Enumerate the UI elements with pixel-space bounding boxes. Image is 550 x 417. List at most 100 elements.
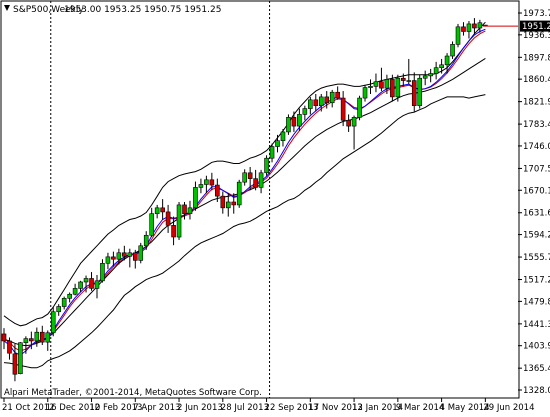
candle-body <box>466 23 472 32</box>
candle-body <box>116 252 122 260</box>
candle-body <box>143 234 149 247</box>
moving-average-fast-line <box>3 28 486 356</box>
candle-body <box>72 288 78 295</box>
x-tick-label: 12 Jan 2014 <box>352 403 403 412</box>
candle-body <box>461 26 466 32</box>
candle-body <box>18 342 23 374</box>
current-price-tag-bg <box>520 20 550 32</box>
candle-body <box>324 96 330 104</box>
candles <box>1 18 518 382</box>
candle-body <box>329 91 335 104</box>
candle-body <box>247 172 253 179</box>
moving-averages <box>3 28 486 356</box>
symbol-triangle-icon <box>4 5 10 11</box>
candle-body <box>50 311 56 334</box>
y-tick-label: 1365.40 <box>523 364 550 374</box>
x-tick-label: 16 Dec 2012 <box>46 403 100 412</box>
candle-body <box>56 306 62 313</box>
candle-body <box>204 179 209 185</box>
candle-body <box>231 201 237 206</box>
candle-body <box>390 79 395 98</box>
candle-body <box>313 99 319 106</box>
candle-body <box>34 331 40 342</box>
candle-body <box>297 114 302 127</box>
candle-body <box>198 184 204 188</box>
candle-body <box>450 44 455 57</box>
candle-body <box>1 333 7 342</box>
candle-body <box>242 172 247 183</box>
candle-body <box>439 64 444 69</box>
candle-body <box>428 73 433 77</box>
upper-band-line <box>3 21 486 327</box>
candle-body <box>193 187 198 209</box>
candle-body <box>253 178 258 188</box>
y-tick-label: 1746.00 <box>523 142 550 152</box>
y-tick-label: 1707.50 <box>523 164 550 174</box>
y-tick-label: 1328.00 <box>523 386 550 396</box>
candle-body <box>61 298 67 307</box>
candle-body <box>160 207 165 213</box>
candle-body <box>171 225 176 238</box>
candle-body <box>165 211 171 226</box>
candle-body <box>45 332 51 343</box>
candle-body <box>182 204 187 214</box>
candle-body <box>368 86 373 88</box>
y-tick-label: 1594.20 <box>523 231 550 241</box>
candle-body <box>291 117 297 127</box>
candle-body <box>105 256 111 264</box>
candle-body <box>395 77 401 98</box>
y-tick-label: 1479.80 <box>523 297 550 307</box>
candle-body <box>225 201 231 209</box>
y-axis: 1973.70 1936.30 1897.80 1860.40 1821.90 1783.… <box>518 9 550 396</box>
current-price-tag: 1951.25 <box>520 20 550 32</box>
candle-body <box>29 338 34 342</box>
candle-body <box>89 278 94 289</box>
x-tick-label: 28 Jul 2013 <box>221 403 269 412</box>
candle-body <box>83 278 89 283</box>
x-tick-label: 9 Mar 2014 <box>396 403 444 412</box>
candle-body <box>111 256 116 260</box>
symbol-label: S&P500,Weekly <box>13 5 84 15</box>
candle-body <box>379 81 384 89</box>
plot-area <box>0 0 520 399</box>
candle-body <box>138 245 144 261</box>
candle-body <box>433 67 439 74</box>
candle-body <box>318 96 324 106</box>
candle-body <box>67 293 72 299</box>
y-tick-label: 1936.30 <box>523 31 550 41</box>
candle-body <box>357 97 362 118</box>
candle-body <box>401 77 406 81</box>
candle-body <box>176 204 182 238</box>
candle-body <box>149 213 154 236</box>
candle-body <box>100 263 105 282</box>
candle-body <box>209 179 215 186</box>
candle-body <box>422 75 428 79</box>
candle-body <box>280 131 286 141</box>
candle-body <box>406 80 412 82</box>
candle-body <box>340 97 346 121</box>
x-tick-label: 22 Sep 2013 <box>265 403 319 412</box>
candle-body <box>127 252 133 257</box>
candle-body <box>351 117 357 127</box>
candle-body <box>362 87 368 99</box>
candle-body <box>78 281 83 289</box>
y-tick-label: 1783.40 <box>523 120 550 130</box>
candle-body <box>132 252 138 261</box>
candle-body <box>220 195 226 209</box>
x-tick-label: 4 May 2014 <box>440 403 490 412</box>
candle-body <box>472 23 477 29</box>
candle-body <box>444 55 450 66</box>
x-tick-label: 17 Nov 2013 <box>308 403 362 412</box>
copyright-text: Alpari MetaTrader, ©2001-2014, MetaQuote… <box>4 388 262 398</box>
x-tick-label: 10 Feb 2013 <box>90 403 143 412</box>
candle-body <box>122 252 127 257</box>
y-tick-label: 1517.20 <box>523 276 550 286</box>
y-tick-label: 1973.70 <box>523 9 550 19</box>
candle-body <box>286 117 291 133</box>
current-price-text: 1951.25 <box>522 22 550 32</box>
candle-body <box>335 91 340 99</box>
candle-body <box>346 119 351 127</box>
